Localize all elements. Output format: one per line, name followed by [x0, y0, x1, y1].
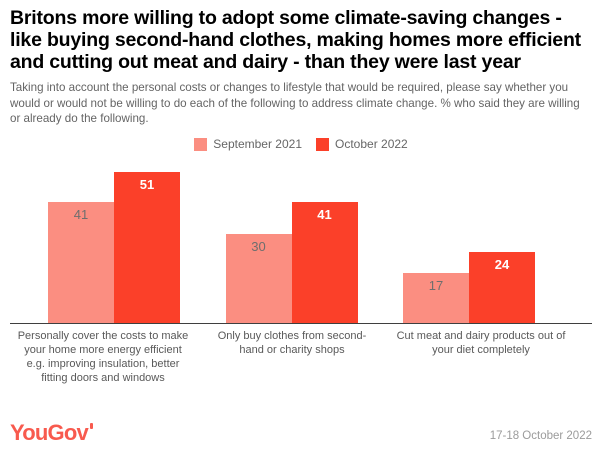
legend-swatch: [194, 137, 208, 151]
yougov-logo: YouGov: [10, 420, 93, 446]
bar-series1-cat2: 24: [469, 251, 535, 323]
chart-page: Britons more willing to adopt some clima…: [10, 7, 592, 445]
legend-item: October 2022: [316, 137, 408, 151]
category-label: Personally cover the costs to make your …: [10, 330, 196, 386]
bar-series0-cat1: 30: [225, 233, 292, 323]
bar-series0-cat2: 17: [403, 272, 469, 323]
bar-plot: 41 51 30 41 17 24: [10, 163, 592, 323]
bar-series0-cat0: 41: [48, 201, 114, 323]
legend-label: October 2022: [335, 137, 408, 152]
bar-value-label: 51: [139, 176, 155, 192]
category-label-text: Cut meat and dairy products out of your …: [396, 329, 566, 356]
category-label: Cut meat and dairy products out of your …: [388, 330, 574, 386]
yougov-logo-text: YouGov: [10, 420, 89, 445]
bar-series1-cat1: 41: [291, 201, 358, 323]
bar-value-label: 24: [494, 256, 510, 272]
category-label-text: Personally cover the costs to make your …: [17, 329, 189, 384]
bar-value-label: 30: [251, 238, 266, 254]
category-labels: Personally cover the costs to make your …: [10, 324, 592, 386]
fieldwork-date: 17-18 October 2022: [489, 430, 592, 442]
bar-group: 41 51: [48, 171, 180, 323]
legend-swatch: [316, 137, 329, 151]
category-label-text: Only buy clothes from second-hand or cha…: [217, 329, 367, 356]
footer: YouGov 17-18 October 2022: [10, 420, 592, 446]
legend-label: September 2021: [213, 137, 302, 152]
legend-item: September 2021: [194, 137, 302, 151]
bar-value-label: 41: [73, 206, 89, 222]
chart-subtitle: Taking into account the personal costs o…: [10, 81, 580, 126]
bar-group: 30 41: [225, 201, 358, 323]
x-axis-line: [10, 322, 592, 324]
legend: September 2021 October 2022: [10, 137, 592, 152]
bar-value-label: 17: [428, 277, 444, 293]
bar-series1-cat0: 51: [114, 171, 180, 323]
page-title: Britons more willing to adopt some clima…: [10, 7, 581, 73]
category-label: Only buy clothes from second-hand or cha…: [199, 330, 385, 386]
logo-tick-icon: [89, 423, 93, 429]
bar-value-label: 41: [317, 206, 332, 222]
bar-group: 17 24: [403, 251, 535, 323]
